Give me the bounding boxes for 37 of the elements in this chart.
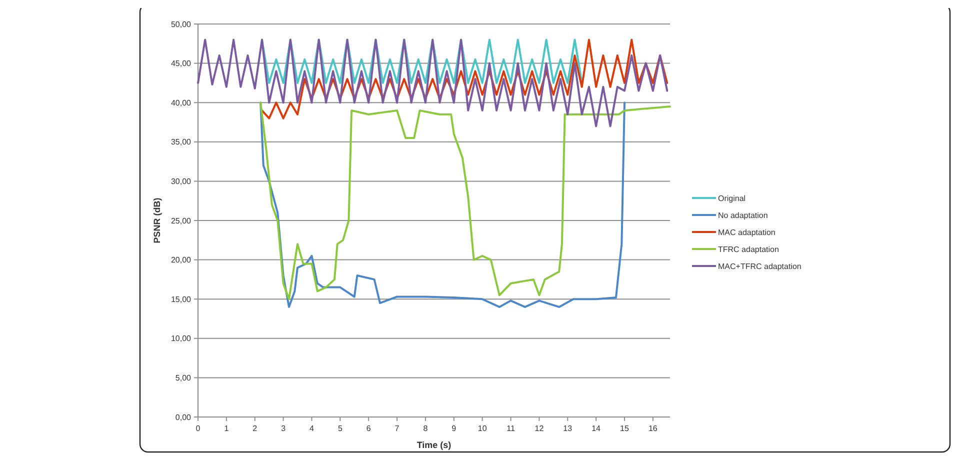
y-tick-label: 45,00 <box>170 59 192 68</box>
legend-label: MAC adaptation <box>718 228 776 237</box>
line-series <box>197 38 668 128</box>
x-tick-label: 9 <box>452 424 457 433</box>
x-tick-label: 12 <box>534 424 544 433</box>
legend-label: TFRC adaptation <box>718 244 779 254</box>
y-tick-label: 20,00 <box>170 256 192 265</box>
y-tick-label: 50,00 <box>170 20 192 29</box>
legend-label: MAC+TFRC adaptation <box>718 262 802 271</box>
x-tick-label: 3 <box>281 424 286 433</box>
y-tick-label: 5,00 <box>175 374 192 382</box>
x-tick-label: 5 <box>338 424 343 433</box>
x-tick-label: 2 <box>252 424 258 433</box>
x-tick-label: 10 <box>478 424 488 433</box>
y-axis-title: PSNR (dB) <box>152 198 162 244</box>
legend-label: No adaptation <box>718 210 768 220</box>
y-tick-label: 0,00 <box>175 412 192 422</box>
y-tick-label: 25,00 <box>170 216 192 226</box>
x-tick-label: 0 <box>196 424 201 433</box>
x-tick-label: 15 <box>620 424 630 433</box>
y-tick-label: 35,00 <box>170 138 192 147</box>
x-tick-label: 14 <box>592 424 602 433</box>
x-tick-label: 8 <box>423 424 428 433</box>
x-tick-label: 1 <box>224 424 230 433</box>
x-tick-label: 4 <box>310 424 315 433</box>
x-axis-title: Time (s) <box>416 440 452 450</box>
y-tick-label: 30,00 <box>170 177 192 186</box>
x-tick-label: 13 <box>563 424 573 433</box>
x-tick-label: 6 <box>366 424 372 433</box>
legend-label: Original <box>718 194 746 203</box>
x-tick-label: 16 <box>648 424 658 433</box>
x-tick-label: 11 <box>506 424 516 433</box>
y-tick-label: 40,00 <box>170 98 192 108</box>
x-tick-label: 7 <box>394 424 400 433</box>
line-series <box>260 38 668 120</box>
y-tick-label: 10,00 <box>170 334 192 344</box>
y-tick-label: 15,00 <box>170 294 192 304</box>
